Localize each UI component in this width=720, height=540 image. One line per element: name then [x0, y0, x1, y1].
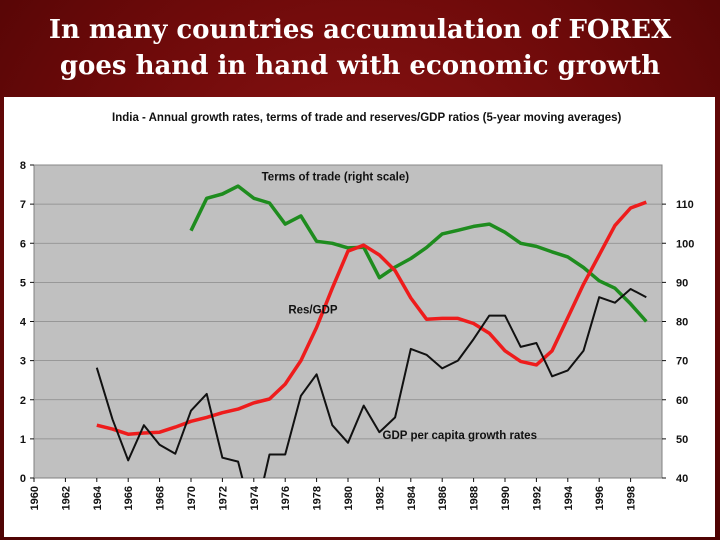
slide-title-line-1: In many countries accumulation of FOREX: [48, 15, 672, 45]
x-tick-label: 1978: [312, 486, 324, 510]
series-line-gdp-per-capita-growth-rates: [95, 288, 647, 478]
x-tick-label: 1994: [563, 485, 575, 510]
right-tick-label: 70: [676, 356, 688, 368]
right-tick-label: 40: [676, 473, 688, 485]
x-axis: 1960 1962 1964 1966 1968 1970 1972 1974 1976 1978…: [29, 478, 638, 510]
chart-title: India - Annual growth rates, terms of tr…: [112, 112, 622, 124]
chart-panel: India - Annual growth rates, terms of tr…: [4, 97, 715, 537]
x-tick-label: 1970: [186, 486, 198, 510]
series-annotation: Terms of trade (right scale): [262, 172, 410, 184]
right-tick-label: 110: [676, 199, 694, 211]
x-tick-label: 1984: [406, 485, 418, 510]
x-tick-label: 1968: [155, 486, 167, 510]
x-tick-label: 1982: [374, 486, 386, 510]
x-tick-label: 1962: [60, 486, 72, 510]
series-annotation: Res/GDP: [288, 305, 338, 317]
x-tick-label: 1998: [626, 486, 638, 510]
left-tick-label: 7: [20, 199, 26, 211]
left-axis: 0 1 2 3 4 5 6 7 8: [20, 160, 34, 485]
right-tick-label: 60: [676, 395, 688, 407]
right-axis: 40 50 60 70 80 90 100 110: [662, 199, 694, 485]
series-line-terms-of-trade-right-scale: [189, 184, 648, 323]
right-tick-label: 100: [676, 238, 694, 250]
right-tick-label: 80: [676, 317, 688, 329]
x-tick-label: 1976: [280, 486, 292, 510]
left-tick-label: 0: [20, 473, 26, 485]
series-annotations: Terms of trade (right scale) Res/GDP GDP p…: [262, 172, 537, 442]
left-tick-label: 2: [20, 395, 26, 407]
x-tick-label: 1986: [437, 486, 449, 510]
x-tick-label: 1988: [469, 486, 481, 510]
series-line-res-gdp: [96, 200, 647, 436]
left-tick-label: 5: [20, 277, 26, 289]
x-tick-label: 1990: [500, 486, 512, 510]
line-chart: India - Annual growth rates, terms of tr…: [20, 112, 694, 510]
x-tick-label: 1996: [594, 486, 606, 510]
left-tick-label: 4: [20, 317, 27, 329]
x-tick-label: 1992: [531, 486, 543, 510]
left-tick-label: 1: [20, 434, 26, 446]
slide-title: In many countries accumulation of FOREX …: [0, 12, 720, 84]
right-tick-label: 50: [676, 434, 688, 446]
left-tick-label: 6: [20, 238, 26, 250]
right-tick-label: 90: [676, 277, 688, 289]
left-tick-label: 8: [20, 160, 26, 172]
x-tick-label: 1972: [217, 486, 229, 510]
x-tick-label: 1974: [249, 485, 261, 510]
slide-title-line-2: goes hand in hand with economic growth: [59, 51, 661, 81]
x-tick-label: 1980: [343, 486, 355, 510]
left-tick-label: 3: [20, 356, 26, 368]
x-tick-label: 1966: [123, 486, 135, 510]
x-tick-label: 1964: [92, 485, 104, 510]
x-tick-label: 1960: [29, 486, 41, 510]
series-annotation: GDP per capita growth rates: [383, 430, 537, 442]
series-lines: [95, 184, 648, 478]
